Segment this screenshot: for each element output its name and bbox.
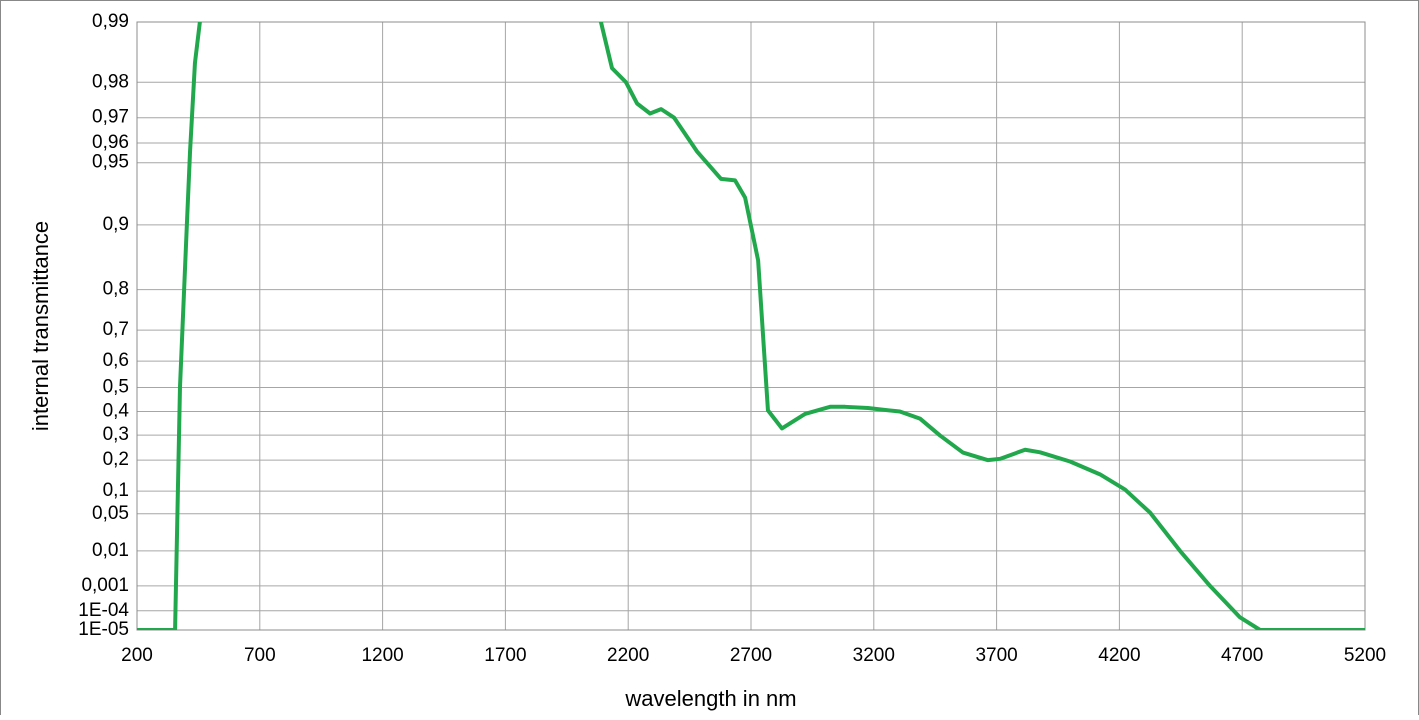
y-tick-label: 0,4 bbox=[103, 401, 130, 422]
y-tick-label: 0,96 bbox=[92, 132, 129, 153]
x-tick-label: 3200 bbox=[853, 645, 895, 666]
plot-frame bbox=[136, 21, 1366, 631]
x-tick-label: 3700 bbox=[975, 645, 1017, 666]
y-tick-label: 0,6 bbox=[103, 350, 129, 371]
y-tick-label: 0,05 bbox=[92, 503, 129, 524]
x-tick-label: 1200 bbox=[361, 645, 403, 666]
y-tick-label: 0,001 bbox=[81, 575, 129, 596]
y-tick-label: 0,8 bbox=[103, 279, 129, 300]
y-tick-label: 0,5 bbox=[103, 376, 129, 397]
y-tick-label: 0,99 bbox=[92, 11, 129, 32]
x-tick-label: 1700 bbox=[484, 645, 526, 666]
y-tick-label: 0,1 bbox=[103, 480, 129, 501]
y-tick-label: 0,3 bbox=[103, 424, 129, 445]
y-tick-label: 0,95 bbox=[92, 152, 129, 173]
data-line bbox=[137, 22, 1365, 630]
x-tick-label: 5200 bbox=[1344, 645, 1386, 666]
y-tick-label: 0,7 bbox=[103, 319, 129, 340]
x-axis-title: wavelength in nm bbox=[624, 686, 796, 711]
y-tick-label: 0,98 bbox=[92, 71, 129, 92]
x-tick-label: 4200 bbox=[1098, 645, 1140, 666]
y-tick-label: 1E-05 bbox=[78, 619, 129, 640]
y-tick-label: 0,2 bbox=[103, 449, 129, 470]
x-tick-label: 700 bbox=[244, 645, 276, 666]
x-tick-label: 4700 bbox=[1221, 645, 1263, 666]
x-tick-label: 200 bbox=[121, 645, 153, 666]
x-tick-label: 2200 bbox=[607, 645, 649, 666]
x-tick-label: 2700 bbox=[730, 645, 772, 666]
y-tick-label: 0,97 bbox=[92, 107, 129, 128]
y-tick-label: 0,9 bbox=[103, 214, 129, 235]
y-tick-label: 0,01 bbox=[92, 540, 129, 561]
y-axis-title: internal transmittance bbox=[28, 221, 53, 431]
y-tick-label: 1E-04 bbox=[78, 600, 129, 621]
